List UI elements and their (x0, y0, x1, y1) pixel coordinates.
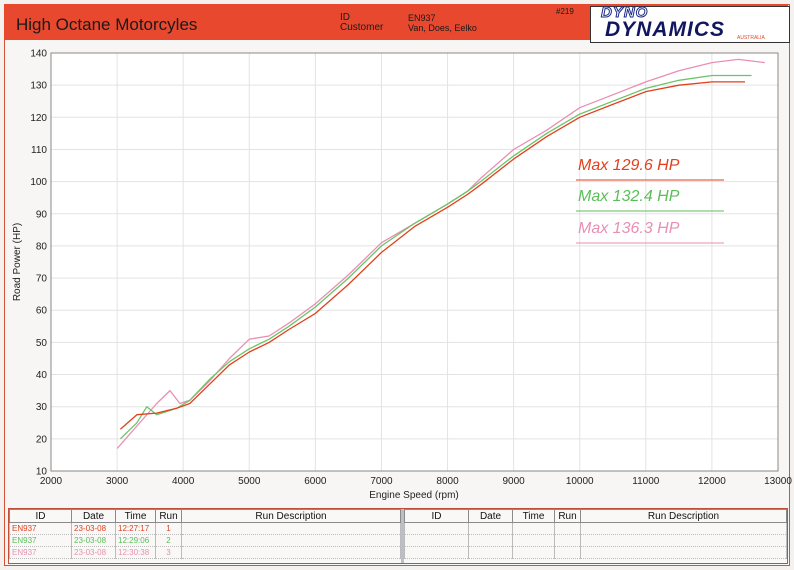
col-date: Date (71, 509, 116, 523)
run-number: #219 (556, 7, 574, 16)
y-tick-label: 90 (36, 209, 48, 220)
x-tick-label: 12000 (698, 476, 726, 487)
row-run: 2 (155, 534, 182, 547)
x-axis-label: Engine Speed (rpm) (369, 490, 459, 501)
x-tick-label: 6000 (304, 476, 327, 487)
y-tick-label: 30 (36, 402, 48, 413)
x-tick-label: 2000 (40, 476, 63, 487)
id-customer-values: EN937 Van, Does, Eelko (408, 13, 477, 33)
y-tick-label: 140 (30, 49, 47, 60)
x-tick-label: 11000 (632, 476, 660, 487)
company-name: High Octane Motorcyles (16, 15, 198, 34)
col-time: Time (512, 509, 555, 523)
id-label: ID (340, 12, 350, 23)
run-table-right: ID Date Time Run Run Description (404, 509, 787, 559)
y-tick-label: 40 (36, 370, 48, 381)
plot-area (51, 53, 778, 471)
row-run: 1 (155, 522, 182, 535)
y-axis-label: Road Power (HP) (12, 223, 23, 301)
table-row (404, 534, 787, 547)
max-annotations: Max 129.6 HP Max 132.4 HP Max 136.3 HP (576, 157, 724, 244)
max-power-annotation: Max 132.4 HP (578, 188, 680, 205)
logo-top-text: DYNO (600, 4, 649, 22)
x-tick-label: 13000 (764, 476, 792, 487)
dyno-dynamics-logo: DYNO DYNAMICS AUSTRALIA (590, 4, 790, 43)
col-run: Run (554, 509, 581, 523)
run-table-panel: ID Date Time Run Run Description EN937 2… (8, 508, 788, 564)
row-description (181, 534, 401, 547)
max-power-annotation: Max 129.6 HP (578, 157, 680, 174)
row-time: 12:29:06 (115, 534, 156, 547)
row-run: 3 (155, 546, 182, 559)
customer-value: Van, Does, Eelko (408, 23, 477, 33)
table-row (404, 546, 787, 559)
id-customer-labels: ID Customer (340, 13, 383, 33)
x-tick-label: 8000 (436, 476, 459, 487)
col-id: ID (9, 509, 72, 523)
run-table-left: ID Date Time Run Run Description EN937 2… (9, 509, 401, 559)
plot-border (50, 52, 779, 472)
col-run: Run (155, 509, 182, 523)
y-tick-label: 130 (30, 81, 47, 92)
col-date: Date (468, 509, 513, 523)
y-tick-label: 100 (30, 177, 47, 188)
row-id: EN937 (9, 546, 72, 559)
x-tick-label: 9000 (503, 476, 526, 487)
max-power-annotation: Max 136.3 HP (578, 220, 680, 237)
col-id: ID (404, 509, 469, 523)
row-id: EN937 (9, 522, 72, 535)
x-tick-labels: 2000 3000 4000 5000 6000 7000 8000 9000 10000 110… (40, 476, 792, 487)
table-row: EN937 23-03-08 12:29:06 2 (9, 534, 401, 547)
series-lines (116, 58, 765, 449)
table-row: EN937 23-03-08 12:27:17 1 (9, 522, 401, 535)
y-tick-label: 110 (31, 145, 47, 156)
row-description (181, 522, 401, 535)
y-tick-label: 10 (36, 467, 48, 478)
row-date: 23-03-08 (71, 546, 116, 559)
series-line-run-1 (119, 81, 745, 430)
table-row (404, 522, 787, 535)
x-tick-label: 3000 (106, 476, 129, 487)
y-tick-label: 70 (36, 274, 48, 285)
x-tick-label: 10000 (566, 476, 594, 487)
row-time: 12:30:38 (115, 546, 156, 559)
x-tick-label: 7000 (370, 476, 393, 487)
col-run-description: Run Description (580, 509, 787, 523)
logo-main-text: DYNAMICS (605, 18, 726, 41)
customer-label: Customer (340, 22, 384, 33)
row-description (181, 546, 401, 559)
col-time: Time (115, 509, 156, 523)
run-table-left-header: ID Date Time Run Run Description (9, 509, 401, 523)
x-tick-label: 5000 (238, 476, 261, 487)
id-value: EN937 (408, 13, 436, 23)
col-run-description: Run Description (181, 509, 401, 523)
table-row: EN937 23-03-08 12:30:38 3 (9, 546, 401, 559)
run-table-right-header: ID Date Time Run Run Description (404, 509, 787, 523)
power-chart: 2000 3000 4000 5000 6000 7000 8000 9000 10000 110… (12, 49, 792, 502)
row-date: 23-03-08 (71, 534, 116, 547)
row-date: 23-03-08 (71, 522, 116, 535)
y-tick-label: 120 (30, 113, 47, 124)
y-tick-label: 60 (36, 306, 48, 317)
x-tick-label: 4000 (172, 476, 195, 487)
row-time: 12:27:17 (115, 522, 156, 535)
series-line-run-3 (116, 58, 765, 449)
y-tick-label: 20 (36, 434, 48, 445)
table-divider (401, 509, 404, 563)
logo-sub-text: AUSTRALIA (737, 35, 765, 41)
report-header: High Octane Motorcyles ID Customer EN937… (4, 4, 790, 43)
y-tick-label: 50 (36, 338, 48, 349)
y-tick-labels: 10 20 30 40 50 60 70 80 90 100 110 120 130 140 (30, 49, 47, 478)
y-tick-label: 80 (36, 241, 48, 252)
row-id: EN937 (9, 534, 72, 547)
